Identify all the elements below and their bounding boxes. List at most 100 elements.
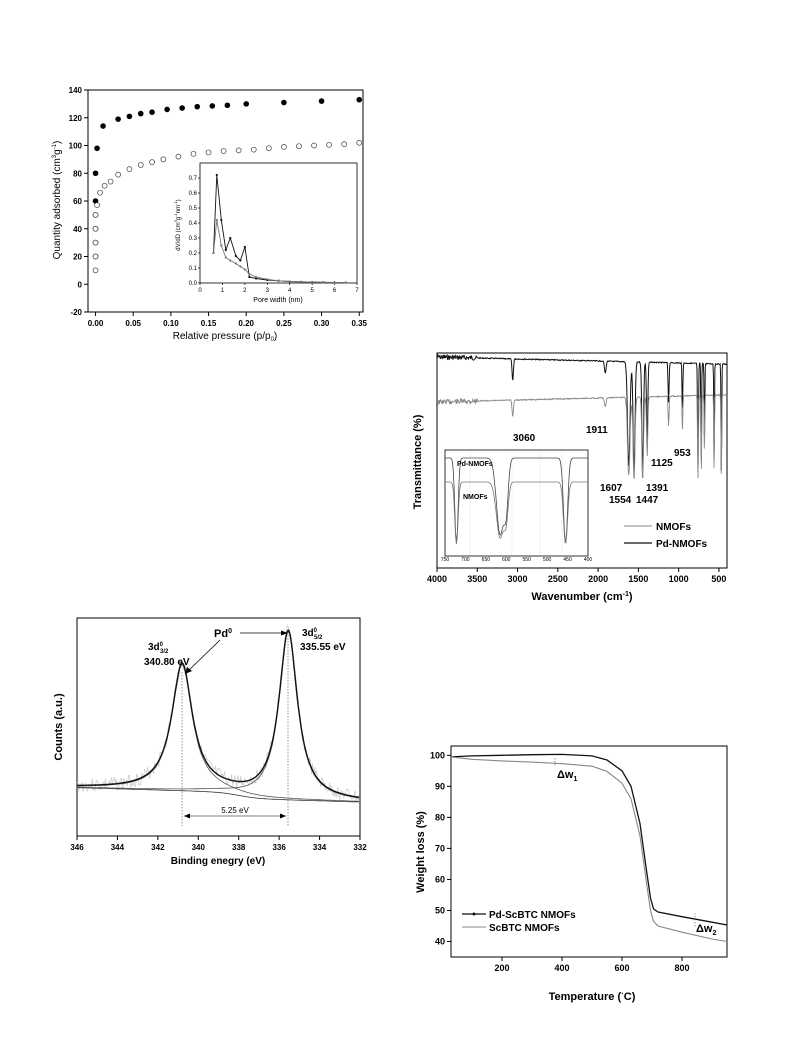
ftir-inset-x-tick-label: 650 — [482, 557, 491, 563]
inset-y-axis-ticks: 0.0 0.1 0.2 0.3 0.4 0.5 0.6 0.7 — [189, 176, 200, 287]
desorption-point — [92, 239, 99, 246]
inset-x-tick-label: 3 — [266, 288, 270, 294]
tga-y-axis-ticks: 40 50 60 70 80 90 100 — [430, 750, 451, 946]
x-tick-label: 3500 — [467, 574, 487, 584]
split-label: 5.25 eV — [221, 806, 249, 815]
x-tick-label: 340 — [192, 843, 206, 852]
y-tick-label: 70 — [435, 843, 445, 853]
adsorption-point — [194, 103, 201, 110]
x-tick-label: 200 — [494, 963, 509, 973]
x-tick-label: 600 — [614, 963, 629, 973]
peak-label-953: 953 — [674, 448, 691, 459]
adsorption-point — [281, 99, 287, 106]
inset-point — [243, 268, 246, 271]
inset-point — [333, 281, 336, 284]
desorption-point — [92, 212, 99, 218]
ftir-inset-x-tick-label: 500 — [543, 557, 552, 563]
inset-x-axis-label: Pore width (nm) — [253, 297, 302, 304]
x-tick-label: 0.20 — [238, 319, 254, 328]
x-tick-label: 1000 — [669, 574, 689, 584]
ftir-inset-x-tick-label: 600 — [502, 557, 511, 563]
x-tick-label: 400 — [554, 963, 569, 973]
xps-plot-frame — [76, 617, 361, 837]
legend-pd-nmofs: Pd-NMOFs — [656, 539, 708, 550]
desorption-point — [250, 146, 257, 153]
split-arrow-left-head — [184, 813, 190, 819]
inset-point — [220, 244, 223, 247]
inset-point — [299, 280, 303, 283]
y-tick-label: 100 — [430, 750, 445, 760]
inset-x-tick-label: 4 — [288, 288, 292, 294]
desorption-point — [311, 142, 317, 149]
inset-point — [311, 281, 314, 284]
peak-label-1607: 1607 — [600, 483, 623, 494]
x-tick-label: 0.10 — [163, 319, 179, 328]
pd0-arrow-left — [184, 639, 221, 675]
ftir-inset-x-tick-label: 400 — [584, 557, 593, 563]
inset-y-tick-label: 0.7 — [189, 176, 198, 182]
peak-label-1911: 1911 — [586, 425, 608, 436]
y-tick-label: 20 — [73, 253, 82, 262]
desorption-point — [107, 178, 114, 185]
adsorption-point — [149, 109, 155, 115]
ftir-inset-frame — [444, 449, 589, 557]
inset-point — [215, 173, 218, 177]
inset-y-axis-label: dV/dD (cm3g-1nm-1) — [173, 199, 182, 250]
adsorption-point — [224, 102, 231, 109]
isotherm-panel: 0.00 0.05 0.10 0.15 0.20 0.25 0.30 0.35 -200204… — [52, 86, 368, 343]
y-tick-label: 100 — [69, 142, 83, 151]
x-tick-label: 332 — [353, 843, 367, 852]
inset-y-tick-label: 0.1 — [189, 266, 198, 272]
inset-point — [224, 256, 227, 259]
left-peak-value: 340.80 eV — [144, 657, 190, 668]
x-tick-label: 0.25 — [276, 319, 292, 328]
tga-x-axis-label: Temperature (·C) — [549, 989, 636, 1003]
inset-point — [215, 218, 218, 222]
inset-x-axis-ticks: 0 1 2 3 4 5 6 7 — [198, 283, 359, 294]
ftir-pd-nmofs-line — [436, 353, 728, 474]
adsorption-point — [318, 98, 325, 104]
ftir-x-axis-ticks: 4000 3500 3000 2500 2000 1500 1000 500 — [427, 568, 726, 584]
inset-series — [212, 173, 347, 284]
dw1-label: Δw1 — [557, 769, 577, 783]
inset-x-tick-label: 7 — [355, 288, 359, 294]
desorption-point — [92, 225, 99, 232]
isotherm-data-points — [92, 96, 363, 274]
inset-point — [277, 279, 280, 282]
x-tick-label: 344 — [111, 843, 125, 852]
xps-background-line — [77, 787, 360, 803]
desorption-point — [341, 141, 348, 147]
adsorption-point — [356, 96, 363, 103]
desorption-point — [137, 162, 144, 168]
tga-x-axis-ticks: 200 400 600 800 — [494, 957, 690, 973]
peak-label-1125: 1125 — [651, 458, 673, 469]
x-tick-label: 346 — [70, 843, 84, 852]
xps-component-3d32 — [77, 664, 359, 802]
ftir-inset-label-n: NMOFs — [463, 494, 488, 501]
x-tick-label: 3000 — [508, 574, 528, 584]
pd0-arrow-left-head — [185, 667, 192, 674]
inset-point — [344, 281, 347, 284]
legend-scbtc: ScBTC NMOFs — [489, 923, 560, 934]
inset-x-tick-label: 0 — [198, 288, 202, 294]
pd0-arrow-right-head — [281, 630, 288, 636]
inset-point — [229, 259, 232, 262]
legend-pd-scbtc: Pd-ScBTC NMOFs — [489, 910, 576, 921]
inset-x-tick-label: 6 — [333, 288, 337, 294]
adsorption-point — [100, 123, 106, 129]
inset-x-tick-label: 2 — [243, 288, 247, 294]
y-tick-label: 80 — [73, 169, 82, 178]
x-tick-label: 0.05 — [125, 319, 141, 328]
ftir-y-axis-label: Transmittance (%) — [412, 414, 424, 509]
adsorption-point — [164, 106, 170, 113]
desorption-point — [115, 171, 121, 178]
inset-point — [212, 251, 215, 255]
tga-legend: Pd-ScBTC NMOFs ScBTC NMOFs — [462, 910, 576, 934]
y-tick-label: 60 — [435, 874, 445, 884]
inset-point — [239, 259, 242, 262]
y-tick-label: 120 — [69, 114, 83, 123]
inset-series-2-line — [213, 219, 346, 284]
isotherm-y-axis-ticks: -20 0 20 40 60 80 100 120 140 — [69, 86, 88, 317]
adsorption-point — [94, 145, 100, 152]
x-tick-label: 4000 — [427, 574, 447, 584]
